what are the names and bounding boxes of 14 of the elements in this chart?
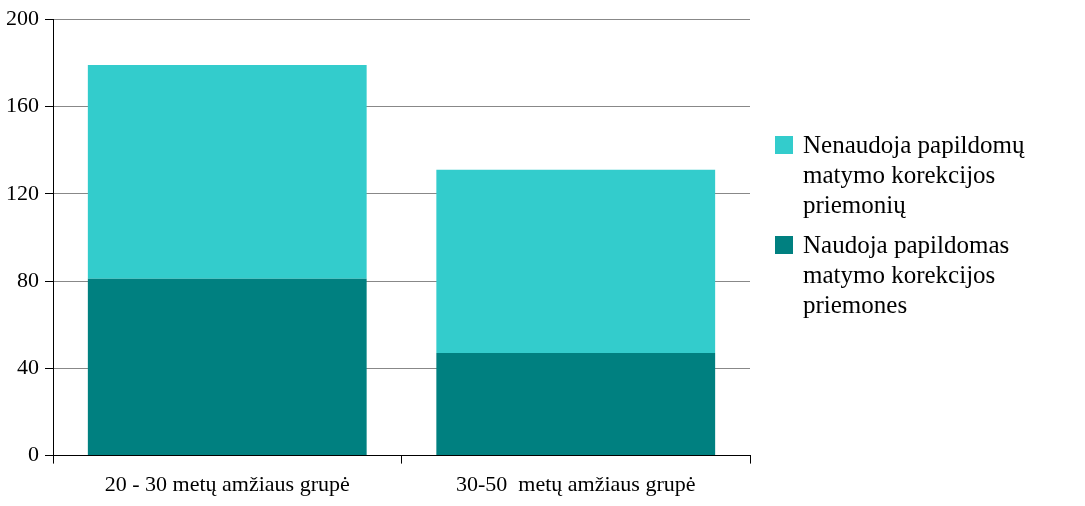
bar bbox=[436, 169, 716, 354]
y-tick-label: 200 bbox=[6, 4, 39, 30]
x-tick-label: 20 - 30 metų amžiaus grupė bbox=[104, 470, 350, 496]
y-tick-label: 160 bbox=[6, 92, 39, 118]
y-tick-label: 120 bbox=[6, 179, 39, 205]
y-tick-label: 80 bbox=[17, 266, 39, 292]
legend-label: Naudoja papildomas matymo korekcijos priemones bbox=[803, 230, 1011, 320]
bar bbox=[436, 353, 716, 456]
bar bbox=[87, 65, 367, 279]
y-tick-label: 40 bbox=[17, 354, 39, 380]
bar bbox=[87, 278, 367, 456]
x-tick-label: 30-50 metų amžiaus grupė bbox=[456, 470, 696, 496]
y-tick-label: 0 bbox=[28, 441, 39, 467]
legend-label: Nenaudoja papildomų matymo korekcijos priemonių bbox=[803, 130, 1026, 220]
